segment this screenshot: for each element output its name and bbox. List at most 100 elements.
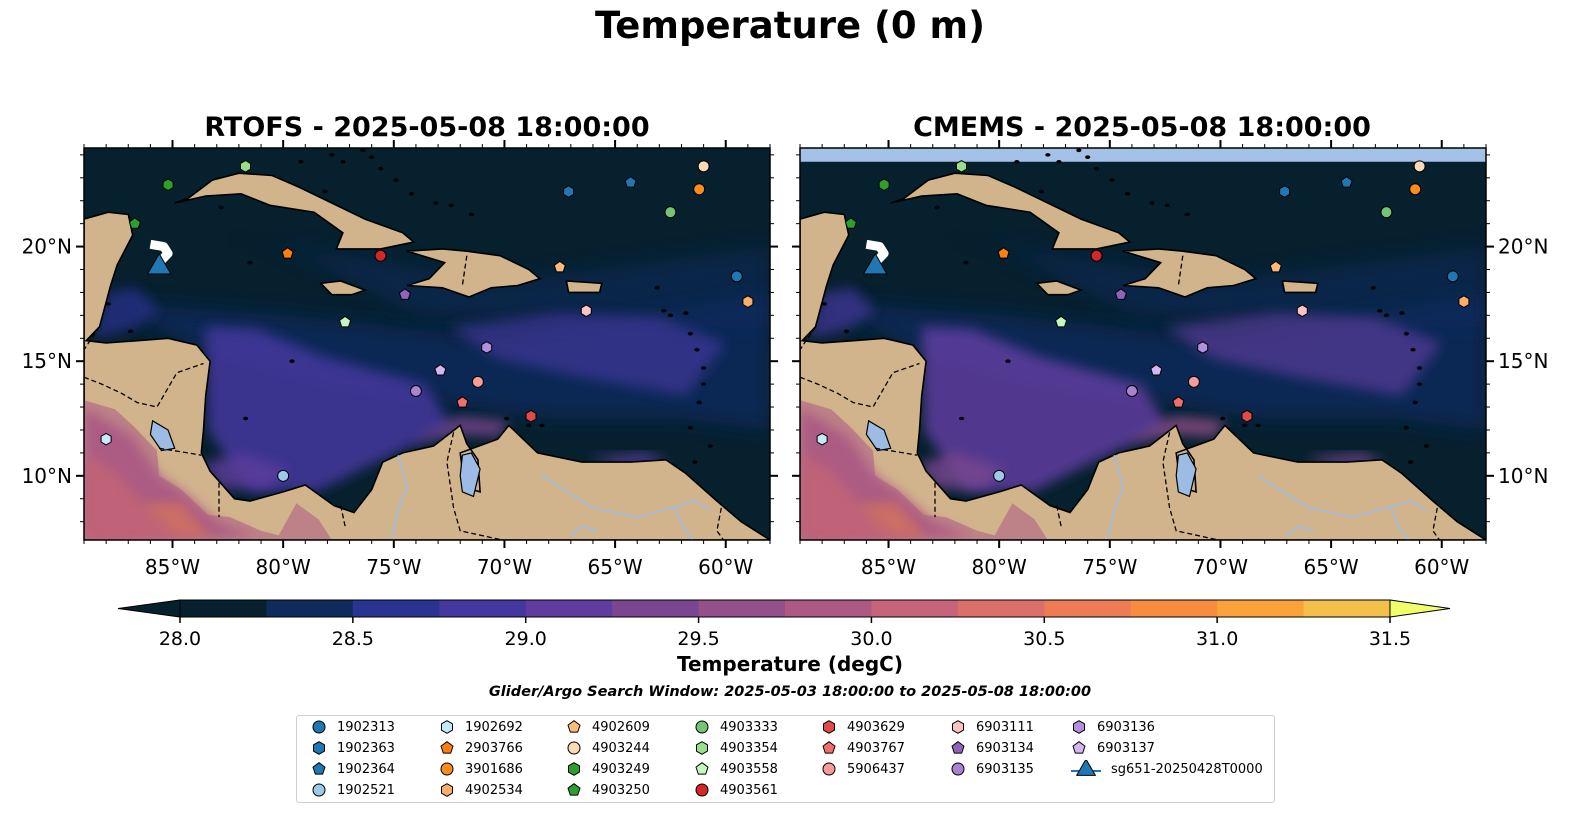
circle-icon [951, 762, 965, 776]
small-island [687, 425, 693, 430]
platform-marker-4903558 [1055, 315, 1068, 328]
temperature-field [92, 287, 160, 339]
small-island [1093, 166, 1100, 171]
small-island [1038, 189, 1044, 194]
small-island [218, 205, 224, 210]
platform-marker-1902521 [277, 469, 290, 482]
legend-item-label: 4903244 [592, 740, 650, 756]
legend-item-label: 4903354 [720, 740, 778, 756]
platform-marker-3901686 [1409, 183, 1422, 196]
small-island [1423, 444, 1429, 448]
pentagon-marker-icon [1072, 741, 1086, 754]
pentagon-icon [567, 720, 581, 733]
legend-item-label: 1902692 [465, 719, 523, 735]
small-island [539, 423, 545, 428]
platform-marker-4903558 [339, 315, 352, 328]
platform-marker-1902313 [730, 270, 743, 283]
small-island [1124, 192, 1131, 196]
lon-tick-label: 70°W [477, 555, 532, 579]
small-island [958, 416, 965, 421]
circle-marker-icon [312, 783, 326, 797]
small-island [687, 331, 693, 336]
platform-marker-4903767 [456, 396, 469, 408]
hexagon-marker-icon [696, 741, 708, 755]
map-frame [799, 147, 1487, 541]
platform-marker-4903354 [956, 160, 967, 173]
pentagon-icon [951, 741, 965, 754]
platform-marker-4903333 [664, 206, 677, 219]
small-island [654, 286, 660, 290]
small-island [298, 159, 304, 164]
lat-tick-label: 10°N [22, 464, 72, 488]
legend-item: 4903244 [564, 739, 650, 757]
temperature-field [201, 452, 288, 490]
legend-item-label: 4902534 [465, 782, 523, 798]
small-island [934, 205, 940, 210]
circle-marker-icon [695, 783, 709, 797]
platform-marker-4903249 [878, 178, 890, 191]
hexagon-icon [823, 720, 835, 734]
platform-marker-1902521 [993, 469, 1006, 482]
lat-tick-label: 15°N [22, 349, 72, 373]
platform-marker-6903135 [1125, 384, 1138, 397]
jamaica-island [319, 280, 368, 296]
country-border [800, 326, 817, 351]
small-island [1403, 331, 1409, 336]
lat-tick-label: 10°N [1498, 464, 1548, 488]
legend-item: 6903134 [948, 739, 1034, 757]
pentagon-marker-icon [951, 741, 965, 754]
small-island [1242, 423, 1248, 428]
circle-icon [695, 720, 709, 734]
small-island [1383, 313, 1390, 318]
small-island [1184, 212, 1190, 217]
legend-item: 1902364 [309, 760, 395, 778]
colorbar-tick-label: 28.5 [332, 628, 374, 650]
pentagon-marker-icon [695, 762, 709, 775]
small-island [701, 366, 707, 370]
platform-marker-4903250 [844, 217, 857, 229]
panel-title-rtofs: RTOFS - 2025-05-08 18:00:00 [204, 112, 650, 143]
country-border [1056, 505, 1062, 527]
legend-item-label: 4903558 [720, 761, 778, 777]
small-island [322, 189, 328, 194]
river [1390, 507, 1410, 540]
triangle-icon [1076, 760, 1096, 776]
small-island [963, 260, 969, 265]
pentagon-marker-icon [312, 762, 326, 775]
legend-item: 4902534 [437, 781, 523, 799]
circle-marker-icon [822, 762, 836, 776]
platform-marker-5906437 [471, 375, 484, 388]
country-border [446, 432, 503, 540]
small-island [1417, 366, 1423, 370]
circle-marker-icon [951, 762, 965, 776]
small-island [360, 148, 366, 153]
temperature-field [449, 313, 726, 396]
legend-item: 1902692 [437, 718, 523, 736]
figure-title: Temperature (0 m) [594, 4, 986, 47]
platform-marker-4903244 [697, 160, 710, 173]
hexagon-icon [441, 783, 453, 797]
legend-item: 4903250 [564, 781, 650, 799]
platform-marker-4903629 [525, 409, 537, 423]
country-border [159, 447, 202, 456]
colorbar-tick-label: 30.5 [1023, 628, 1065, 650]
river [674, 507, 694, 540]
lat-tick-label: 20°N [1498, 235, 1548, 259]
small-island [1370, 286, 1376, 290]
platform-marker-6903137 [1150, 364, 1163, 376]
small-island [433, 201, 439, 205]
panel-title-cmems: CMEMS - 2025-05-08 18:00:00 [913, 112, 1371, 143]
lon-tick-label: 80°W [256, 555, 311, 579]
platform-marker-2903766 [281, 247, 294, 259]
platform-marker-4903333 [1380, 206, 1393, 219]
hexagon-marker-icon [823, 720, 835, 734]
legend-item-label: 1902364 [337, 761, 395, 777]
legend-item: 2903766 [437, 739, 523, 757]
platform-marker-2903766 [997, 247, 1010, 259]
legend: 1902313 1902363 1902364 1902521 1902692 29037… [296, 715, 1275, 803]
small-island [1220, 416, 1226, 421]
small-island [377, 166, 384, 171]
country-border [84, 326, 101, 351]
small-island [393, 178, 399, 182]
